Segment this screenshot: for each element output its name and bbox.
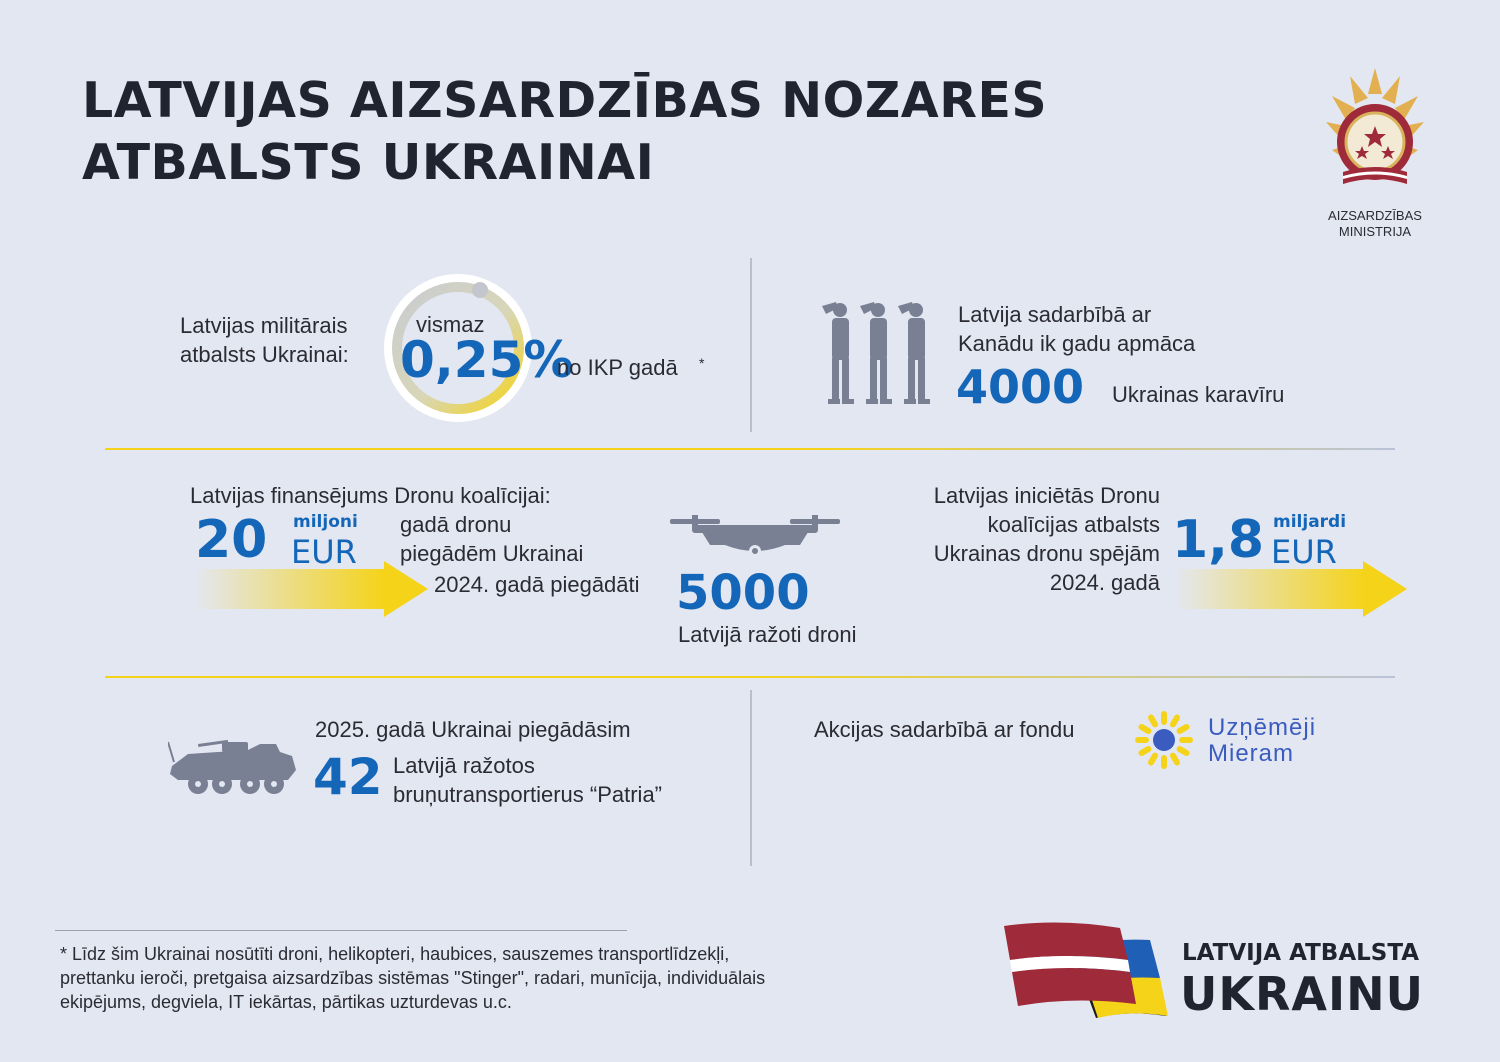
gdp-suffix: no IKP gadā [557,355,678,380]
drones-delivered-suffix: Latvijā ražoti droni [678,622,857,647]
ministry-logo: AIZSARDZĪBAS MINISTRIJA [1310,64,1440,244]
footnote-divider [55,930,627,931]
ministry-emblem-icon [1326,68,1424,184]
drone-funding-desc-line2: piegādēm Ukrainai [400,541,584,566]
gdp-prefix: vismaz [416,312,485,337]
fund-logo-line1: Uzņēmēji [1208,714,1317,741]
drone-icon [670,515,840,557]
horizontal-divider-2 [105,676,1395,678]
page-title: LATVIJAS AIZSARDZĪBAS NOZARES ATBALSTS U… [82,70,1047,194]
drone-funding-heading: Latvijas finansējums Dronu koalīcijai: [190,483,551,508]
latvia-ukraine-flags-icon [1004,922,1168,1018]
coalition-arrow-head-icon [1363,561,1407,617]
gdp-ring-icon [384,274,532,422]
patria-line3: bruņutransportierus “Patria” [393,782,663,807]
coalition-line3: Ukrainas dronu spējām [933,541,1160,566]
page-title-line2: ATBALSTS UKRAINAI [82,134,655,191]
training-suffix: Ukrainas karavīru [1112,382,1285,407]
patria-line1: 2025. gadā Ukrainai piegādāsim [315,717,631,742]
coalition-line4: 2024. gadā [1049,570,1160,595]
armored-vehicle-icon [168,739,296,794]
patria-value: 42 [313,748,383,806]
gdp-label-line2: atbalsts Ukrainai: [180,342,349,367]
ministry-name-line2: MINISTRIJA [1338,224,1412,239]
saluting-soldiers-icon [822,302,930,404]
fund-text: Akcijas sadarbībā ar fondu [814,717,1075,742]
funding-arrow [195,569,385,609]
drones-delivered-prefix: 2024. gadā piegādāti [434,572,640,597]
brand-line1: LATVIJA ATBALSTA [1182,940,1420,966]
drone-funding-unit-top: miljoni [293,512,358,532]
coalition-unit-top: miljardi [1273,512,1347,532]
drones-delivered-value: 5000 [676,565,810,621]
training-line2: Kanādu ik gadu apmāca [958,331,1196,356]
coalition-value: 1,8 [1172,510,1265,570]
drone-funding-desc-line1: gadā dronu [400,512,512,537]
funding-arrow-head-icon [384,561,428,617]
gdp-value: 0,25% [400,331,574,389]
page-title-line1: LATVIJAS AIZSARDZĪBAS NOZARES [82,72,1048,129]
brand-line2: UKRAINU [1180,967,1424,1021]
gdp-label-line1: Latvijas militārais [180,313,348,338]
coalition-arrow [1175,569,1365,609]
training-line1: Latvija sadarbībā ar [958,302,1152,327]
ministry-name-line1: AIZSARDZĪBAS [1328,208,1422,223]
gdp-footnote-mark: * [699,355,705,371]
drone-funding-unit-bottom: EUR [291,533,357,571]
training-value: 4000 [956,360,1085,414]
drone-funding-value: 20 [195,510,268,570]
vertical-divider-bottom [750,690,752,866]
horizontal-divider-1 [105,448,1395,450]
footnote-line2: prettanku ieroči, pretgaisa aizsardzības… [60,968,766,988]
coalition-unit-bottom: EUR [1271,533,1337,571]
vertical-divider-top [750,258,752,432]
footnote-line3: ekipējums, degviela, IT iekārtas, pārtik… [60,992,512,1012]
fund-logo-line2: Mieram [1208,740,1295,767]
coalition-line2: koalīcijas atbalsts [987,512,1160,537]
sunflower-logo-icon [1135,711,1193,769]
coalition-line1: Latvijas iniciētās Dronu [933,483,1160,508]
footnote-line1: * Līdz šim Ukrainai nosūtīti droni, heli… [60,944,730,964]
patria-line2: Latvijā ražotos [393,753,535,778]
